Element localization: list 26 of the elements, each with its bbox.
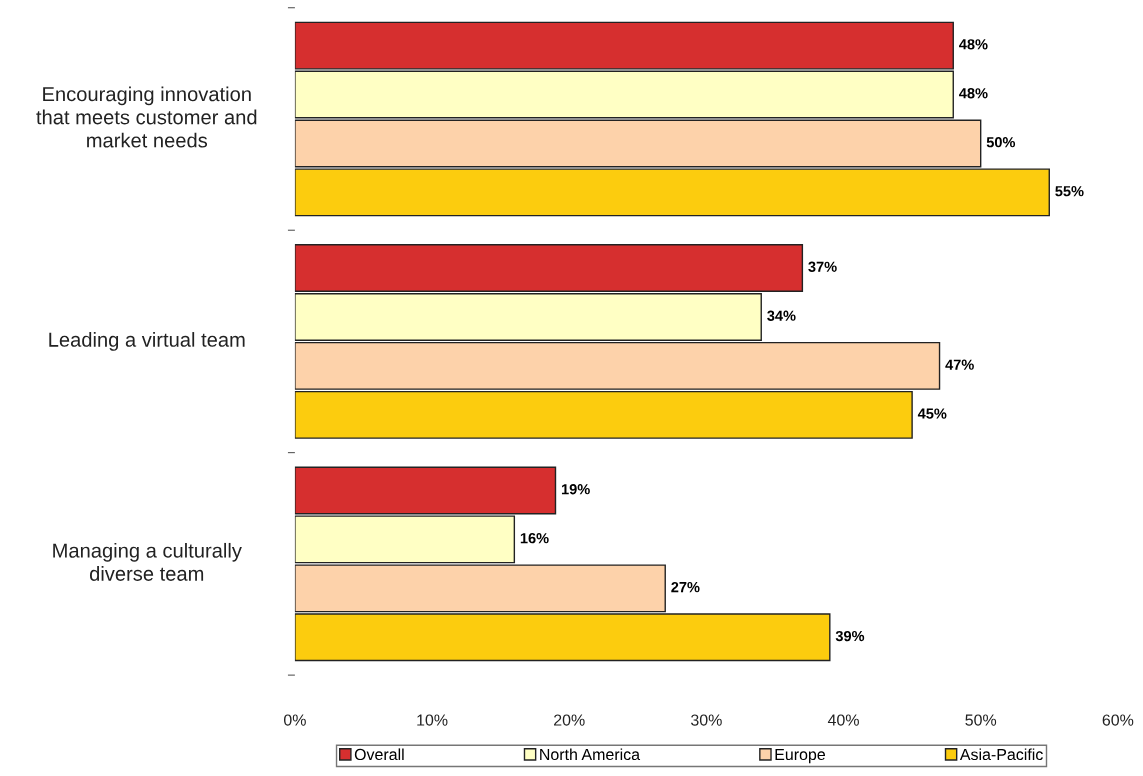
data-label: 47% (945, 359, 974, 370)
data-label: 45% (917, 408, 947, 419)
data-label: 48% (959, 88, 988, 99)
legend-label: North America (540, 748, 641, 761)
legend-label: Overall (354, 748, 404, 761)
y-tick-label: Managing a culturally diverse team (53, 542, 242, 581)
x-tick-label: 50% (965, 714, 997, 726)
x-tick-label: 0% (283, 714, 306, 726)
legend-label: Asia-Pacific (959, 748, 1043, 761)
x-tick-label: 30% (691, 714, 722, 726)
data-label: 48% (959, 39, 988, 50)
data-label: 39% (835, 630, 865, 642)
data-label: 55% (1055, 186, 1084, 197)
x-tick-label: 20% (554, 714, 585, 726)
data-label: 19% (561, 484, 590, 495)
x-tick-label: 40% (827, 714, 859, 726)
y-tick-label: Encouraging innovation that meets customer and market needs (36, 86, 257, 148)
y-tick-label: Leading a virtual team (49, 332, 245, 351)
x-tick-label: 60% (1102, 714, 1134, 726)
data-label: 34% (767, 310, 796, 321)
data-label: 37% (808, 261, 837, 272)
data-label: 16% (520, 533, 549, 544)
data-label: 50% (986, 137, 1016, 148)
legend-label: Europe (775, 748, 825, 764)
data-label: 27% (671, 581, 700, 593)
x-tick-label: 10% (417, 714, 448, 726)
